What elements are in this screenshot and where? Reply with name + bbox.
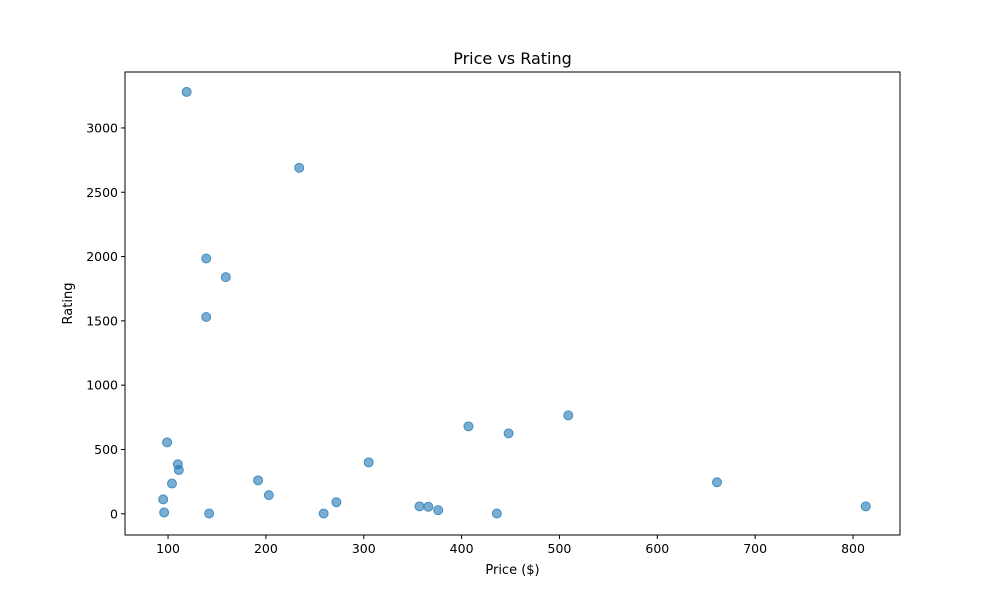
x-tick-label: 200 xyxy=(254,541,278,556)
x-tick-label: 400 xyxy=(450,541,474,556)
points-layer xyxy=(158,86,871,519)
y-tick-label: 3000 xyxy=(86,120,118,135)
x-axis-label: Price ($) xyxy=(485,563,539,578)
y-tick-label: 1500 xyxy=(86,313,118,328)
data-point xyxy=(463,421,474,432)
data-point xyxy=(181,86,192,97)
plot-frame xyxy=(124,71,901,536)
y-tick-label: 2500 xyxy=(86,185,118,200)
data-point xyxy=(204,508,215,519)
x-axis-ticks: 100 200 300 400 500 600 700 800 xyxy=(156,535,865,556)
x-tick-label: 800 xyxy=(841,541,865,556)
data-point xyxy=(712,477,723,488)
x-tick-label: 700 xyxy=(743,541,767,556)
data-point xyxy=(503,428,514,439)
x-tick-label: 500 xyxy=(548,541,572,556)
data-point xyxy=(253,475,264,486)
y-tick-label: 2000 xyxy=(86,249,118,264)
data-point xyxy=(263,490,274,501)
data-point xyxy=(201,253,212,264)
chart-title: Price vs Rating xyxy=(453,49,572,68)
x-tick-label: 300 xyxy=(352,541,376,556)
data-point xyxy=(423,501,434,512)
data-point xyxy=(162,437,173,448)
data-point xyxy=(363,457,374,468)
data-point xyxy=(331,497,342,508)
data-point xyxy=(433,505,444,516)
data-point xyxy=(201,312,212,323)
data-point xyxy=(173,465,184,476)
y-axis-label: Rating xyxy=(61,283,76,325)
data-point xyxy=(491,508,502,519)
data-point xyxy=(294,162,305,173)
y-tick-label: 1000 xyxy=(86,378,118,393)
y-axis-ticks: 0 500 1000 1500 2000 2500 3000 xyxy=(86,120,125,521)
y-tick-label: 500 xyxy=(94,442,118,457)
data-point xyxy=(158,494,169,505)
x-tick-label: 600 xyxy=(645,541,669,556)
data-point xyxy=(414,501,425,512)
data-point xyxy=(166,478,177,489)
data-point xyxy=(563,410,574,421)
data-point xyxy=(860,501,871,512)
y-tick-label: 0 xyxy=(110,506,118,521)
x-tick-label: 100 xyxy=(156,541,180,556)
data-point xyxy=(318,508,329,519)
data-point xyxy=(159,507,170,518)
data-point xyxy=(220,272,231,283)
